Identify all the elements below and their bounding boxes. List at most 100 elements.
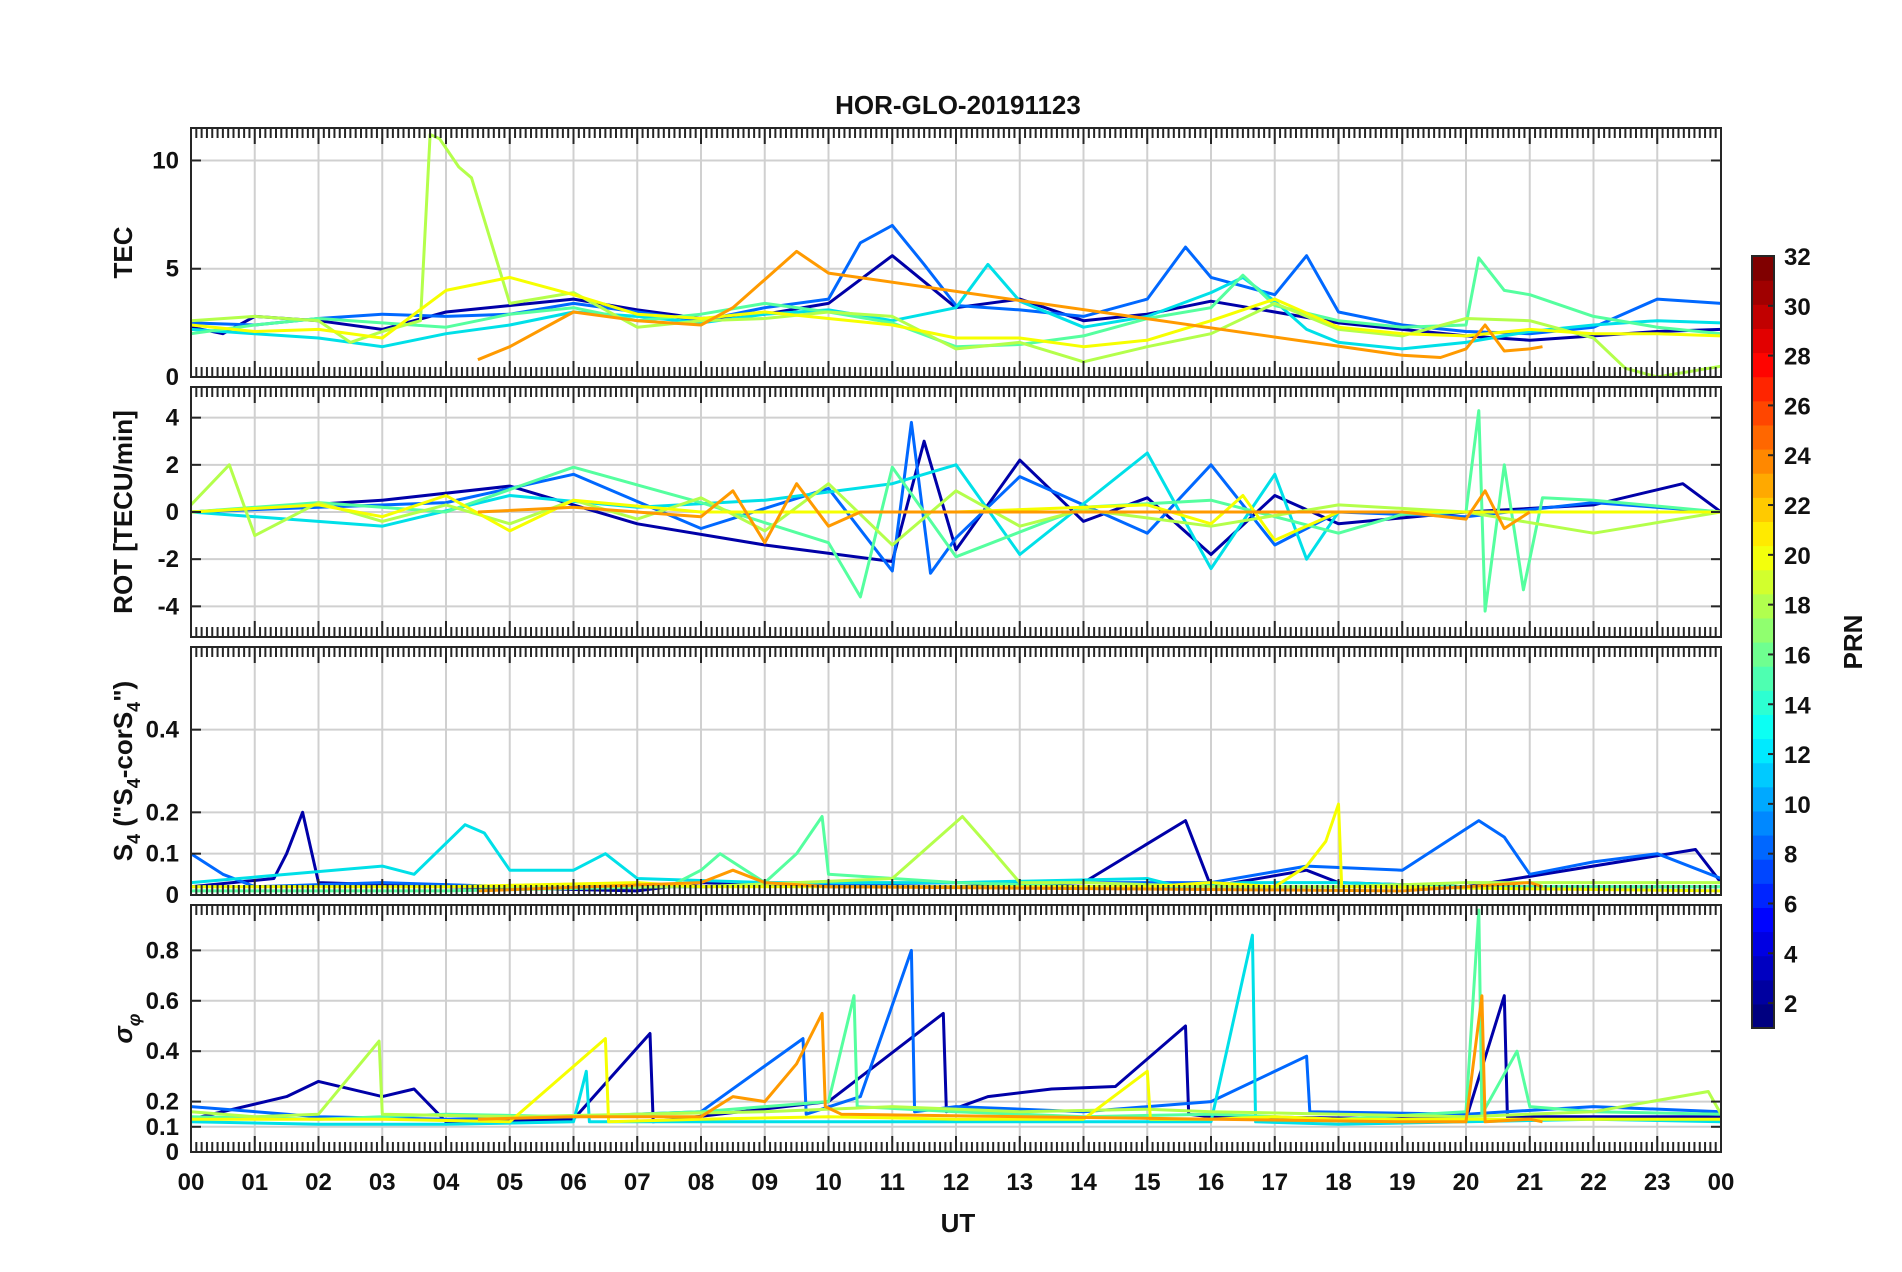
y-tick-label: 0 — [166, 882, 179, 909]
colorbar-segment — [1752, 376, 1774, 402]
x-axis-label: UT — [941, 1208, 976, 1238]
colorbar-tick-label: 26 — [1784, 393, 1811, 420]
colorbar-segment — [1752, 593, 1774, 619]
x-tick-label: 13 — [1006, 1169, 1033, 1196]
panel-4: 00.10.2 0.4 0.6 0.8 σφ — [108, 904, 1722, 1166]
colorbar-segment — [1752, 714, 1774, 740]
colorbar-segment — [1752, 810, 1774, 836]
y-tick-label: -4 — [158, 593, 180, 620]
colorbar-segment — [1752, 280, 1774, 305]
panel-2: -4 -2 0 2 4 ROT [TECU/min] — [108, 386, 1722, 638]
colorbar-segment — [1752, 449, 1774, 474]
colorbar-tick-label: 12 — [1784, 742, 1811, 769]
y-tick-label: 0.4 — [146, 717, 180, 744]
colorbar-segment — [1752, 521, 1774, 547]
y-tick-label: 0.6 — [146, 988, 179, 1015]
series-group — [191, 908, 1721, 1126]
colorbar-segment — [1752, 931, 1774, 957]
colorbar-tick-label: 2 — [1784, 991, 1797, 1018]
colorbar-segment — [1752, 666, 1774, 691]
colorbar-frame — [1751, 255, 1775, 1029]
x-tick-label: 02 — [305, 1169, 332, 1196]
colorbar-tick-label: 18 — [1784, 593, 1811, 620]
series-group — [191, 133, 1721, 377]
x-tick-label: 03 — [369, 1169, 396, 1196]
x-tick-label: 15 — [1134, 1169, 1161, 1196]
colorbar-tick-label: 4 — [1784, 941, 1798, 968]
series-group — [191, 409, 1721, 613]
y-tick-label: 5 — [166, 256, 179, 283]
x-tick-label: 00 — [1708, 1169, 1735, 1196]
colorbar-segment — [1752, 256, 1774, 281]
y-axis-label: σφ — [108, 1013, 144, 1043]
colorbar-segment — [1752, 473, 1774, 498]
x-tick-label: 12 — [943, 1169, 970, 1196]
colorbar-segment — [1752, 859, 1774, 884]
colorbar-tick-label: 6 — [1784, 891, 1797, 918]
colorbar-segment — [1752, 424, 1774, 450]
series-prn-23 — [477, 249, 1543, 362]
colorbar-segment — [1752, 835, 1774, 860]
x-tick-label: 23 — [1644, 1169, 1671, 1196]
y-tick-label: 0.2 — [146, 799, 179, 826]
colorbar-segment — [1752, 738, 1774, 764]
colorbar-segment — [1752, 352, 1774, 378]
x-tick-label: 17 — [1261, 1169, 1288, 1196]
y-tick-label: 0.8 — [146, 937, 179, 964]
colorbar-tick-label: 28 — [1784, 344, 1811, 371]
y-tick-label: 0.4 — [146, 1038, 180, 1065]
colorbar-segment — [1752, 328, 1774, 354]
colorbar-segment — [1752, 907, 1774, 933]
x-tick-label: 00 — [178, 1169, 205, 1196]
y-tick-label: 0 — [166, 364, 179, 391]
y-axis-label: S4 ("S4-corS4") — [108, 681, 144, 861]
series-prn-23 — [477, 482, 1531, 545]
x-tick-label: 11 — [880, 1169, 905, 1196]
x-tick-label: 10 — [815, 1169, 842, 1196]
colorbar-tick-label: 14 — [1784, 692, 1811, 719]
x-tick-label: 18 — [1325, 1169, 1352, 1196]
y-axis-label: TEC — [108, 226, 138, 278]
x-tick-label: 22 — [1580, 1169, 1607, 1196]
colorbar-segment — [1752, 497, 1774, 522]
colorbar-segment — [1752, 979, 1774, 1005]
y-tick-label: 4 — [166, 405, 180, 432]
series-prn-16 — [191, 256, 1721, 349]
colorbar-segment — [1752, 762, 1774, 788]
x-tick-label: 08 — [688, 1169, 715, 1196]
x-tick-label: 20 — [1453, 1169, 1480, 1196]
series-prn-16 — [191, 409, 1721, 613]
y-tick-label: 10 — [152, 147, 179, 174]
colorbar-tick-label: 24 — [1784, 443, 1811, 470]
panel-3: 0 0.1 0.2 0.4S4 ("S4-corS4") — [108, 646, 1722, 909]
colorbar-segment — [1752, 545, 1774, 571]
x-tick-label: 05 — [496, 1169, 523, 1196]
colorbar-label: PRN — [1838, 615, 1868, 670]
colorbar-segment — [1752, 883, 1774, 908]
colorbar-segment — [1752, 1003, 1774, 1029]
series-prn-13 — [191, 451, 1721, 571]
colorbar-segment — [1752, 955, 1774, 981]
y-axis-label: ROT [TECU/min] — [108, 410, 138, 614]
series-prn-23 — [477, 994, 1543, 1124]
colorbar-tick-label: 16 — [1784, 642, 1811, 669]
colorbar-segment — [1752, 642, 1774, 667]
x-tick-label: 07 — [624, 1169, 651, 1196]
series-prn-20 — [191, 802, 1721, 893]
y-tick-label: 0 — [166, 1139, 179, 1166]
colorbar-segment — [1752, 786, 1774, 812]
colorbar-segment — [1752, 569, 1774, 595]
panel-1: 0 5 10 TEC — [108, 127, 1722, 391]
x-tick-label: 21 — [1516, 1169, 1543, 1196]
colorbar-segment — [1752, 690, 1774, 715]
y-tick-label: -2 — [158, 546, 179, 573]
colorbar-tick-label: 20 — [1784, 543, 1811, 570]
colorbar-tick-label: 30 — [1784, 294, 1811, 321]
colorbar-tick-label: 8 — [1784, 842, 1797, 869]
x-tick-label: 04 — [433, 1169, 460, 1196]
series-prn-18 — [191, 133, 1721, 377]
y-tick-label: 0.1 — [146, 841, 179, 868]
x-tick-label: 19 — [1389, 1169, 1416, 1196]
x-tick-label: 14 — [1070, 1169, 1097, 1196]
